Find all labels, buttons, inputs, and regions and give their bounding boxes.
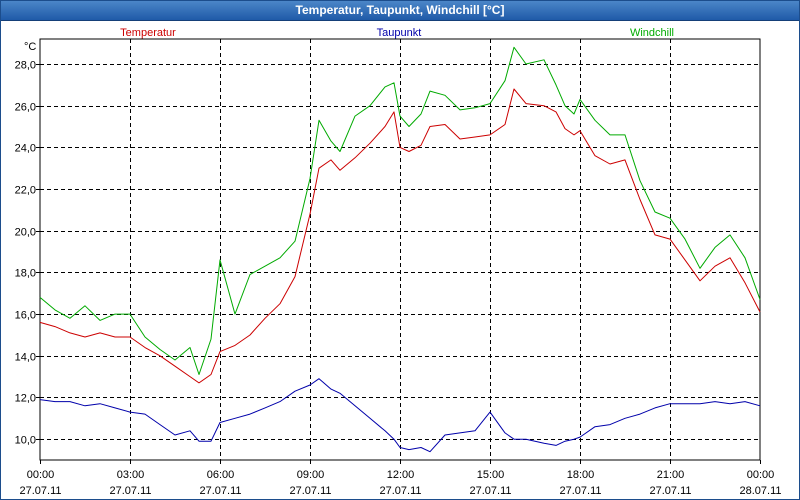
y-tick-label: 18,0	[15, 268, 36, 280]
x-tick-time-label: 00:00	[27, 469, 55, 481]
x-tick-date-label: 27.07.11	[19, 485, 61, 497]
y-tick-label: 26,0	[15, 102, 36, 114]
y-tick-label: 20,0	[15, 227, 36, 239]
x-tick-date-label: 27.07.11	[379, 485, 421, 497]
y-tick-label: 28,0	[15, 60, 36, 72]
x-tick-date-label: 27.07.11	[559, 485, 601, 497]
x-tick-date-label: 27.07.11	[109, 485, 151, 497]
series-lines	[39, 46, 761, 453]
y-tick-label: 24,0	[15, 143, 36, 155]
legend-windchill: Windchill	[630, 27, 674, 39]
x-tick-date-label: 27.07.11	[649, 485, 691, 497]
x-tick-date-label: 27.07.11	[469, 485, 511, 497]
y-axis-unit-label: °C	[24, 41, 36, 53]
x-tick-time-label: 09:00	[297, 469, 325, 481]
x-tick-time-label: 21:00	[657, 469, 685, 481]
grid-lines	[40, 39, 760, 460]
y-tick-label: 14,0	[15, 352, 36, 364]
series-line-temperatur	[39, 88, 761, 384]
x-tick-date-label: 27.07.11	[199, 485, 241, 497]
series-line-taupunkt	[39, 378, 761, 453]
x-tick-time-label: 15:00	[477, 469, 505, 481]
chart-title: Temperatur, Taupunkt, Windchill [°C]	[1, 1, 799, 21]
y-tick-label: 10,0	[15, 435, 36, 447]
y-tick-label: 22,0	[15, 185, 36, 197]
x-tick-time-label: 06:00	[207, 469, 235, 481]
legend-taupunkt: Taupunkt	[377, 27, 422, 39]
x-axis-ticks: 00:00 27.07.11 03:00 27.07.11 06:00 27.07.11 0…	[19, 460, 782, 497]
y-tick-label: 16,0	[15, 310, 36, 322]
x-tick-time-label: 12:00	[387, 469, 415, 481]
x-tick-time-label: 03:00	[117, 469, 145, 481]
y-axis-ticks: 10,0 12,0 14,0 16,0 18,0 20,0 22,0 24,0 26,0 28,0	[15, 60, 40, 447]
x-tick-time-label: 00:00	[747, 469, 775, 481]
x-tick-time-label: 18:00	[567, 469, 595, 481]
y-tick-label: 12,0	[15, 393, 36, 405]
x-tick-date-label: 27.07.11	[289, 485, 331, 497]
series-line-windchill	[39, 46, 761, 375]
legend-temperatur: Temperatur	[120, 27, 176, 39]
x-tick-date-label: 28.07.11	[739, 485, 781, 497]
